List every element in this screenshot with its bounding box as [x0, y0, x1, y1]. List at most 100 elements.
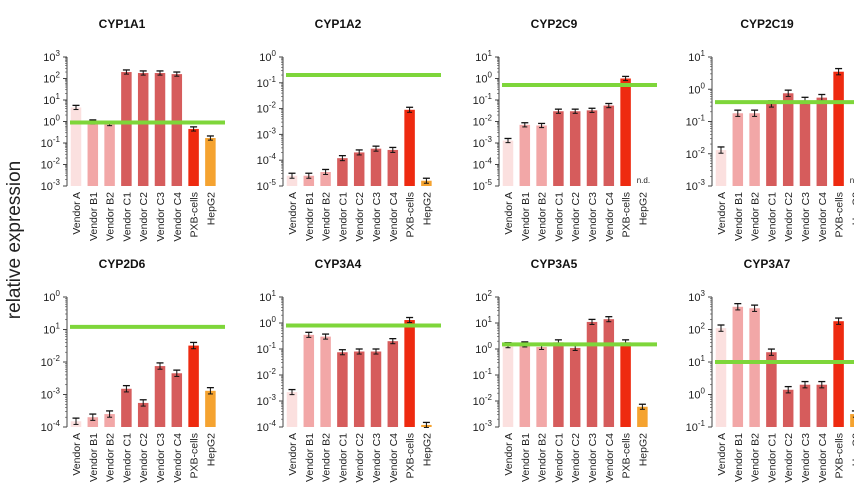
bar-vendor-b1 — [87, 121, 99, 186]
x-tick-label: Vendor A — [71, 433, 83, 476]
bar-vendor-a — [70, 107, 82, 186]
x-tick-label: Vendor C4 — [388, 433, 400, 483]
y-tick-label: 100 — [43, 114, 60, 129]
x-tick-label: Vendor B2 — [105, 433, 117, 482]
bar-vendor-c3 — [370, 148, 382, 186]
bar-pxb-cells — [188, 128, 199, 186]
y-tick-label: 100 — [475, 341, 492, 356]
y-tick-label: 100 — [688, 387, 705, 402]
bar-vendor-c4 — [816, 97, 828, 186]
y-tick-label: 10-4 — [41, 419, 61, 434]
x-tick-label: Vendor A — [287, 192, 299, 235]
y-tick-label: 10-4 — [473, 157, 493, 172]
bar-vendor-b1 — [519, 344, 531, 427]
y-tick-label: 10-1 — [473, 92, 493, 107]
bar-vendor-a — [715, 150, 727, 186]
bar-vendor-c1 — [766, 103, 777, 186]
x-tick-label: Vendor C2 — [783, 433, 795, 483]
x-tick-label: Vendor A — [503, 433, 515, 476]
y-tick-label: 10-2 — [473, 114, 493, 129]
x-tick-label: Vendor C1 — [121, 433, 133, 483]
y-tick-label: 10-2 — [41, 157, 61, 172]
y-tick-label: 10-2 — [257, 101, 277, 116]
bar-vendor-c2 — [137, 402, 149, 427]
x-tick-label: Vendor C2 — [570, 433, 582, 483]
bar-vendor-c2 — [569, 347, 581, 427]
bar-hepg2 — [205, 138, 216, 186]
bar-vendor-c2 — [353, 152, 365, 186]
y-tick-label: 10-3 — [473, 135, 493, 150]
x-tick-label: Vendor C3 — [800, 192, 812, 242]
bar-vendor-c1 — [553, 342, 564, 427]
chart-panel-cyp2c19: CYP2C19 10-3 10-2 10-1 100 101 Vendor A Vendor … — [686, 17, 854, 242]
x-tick-label: Vendor C4 — [817, 192, 829, 242]
bar-pxb-cells — [620, 78, 631, 186]
y-tick-label: 101 — [43, 92, 60, 107]
x-tick-label: Vendor B1 — [733, 192, 745, 241]
bar-vendor-b2 — [320, 171, 331, 186]
y-tick-label: 10-3 — [473, 419, 493, 434]
x-tick-label: Vendor B2 — [750, 433, 762, 482]
y-tick-label: 100 — [259, 49, 276, 64]
x-tick-label: PXB-cells — [621, 433, 633, 479]
bar-vendor-c3 — [154, 366, 166, 427]
x-tick-label: PXB-cells — [405, 192, 417, 238]
bar-pxb-cells — [620, 342, 631, 427]
bar-vendor-b1 — [519, 124, 531, 186]
x-tick-label: Vendor C1 — [337, 192, 349, 242]
bar-vendor-b2 — [104, 414, 115, 427]
chart-title: CYP3A7 — [744, 257, 791, 271]
bar-vendor-c3 — [586, 110, 598, 186]
x-tick-label: Vendor B2 — [750, 192, 762, 241]
bar-vendor-b1 — [303, 334, 315, 427]
x-tick-label: Vendor C3 — [587, 192, 599, 242]
bar-vendor-c4 — [387, 341, 399, 427]
bar-vendor-a — [715, 328, 727, 427]
bar-vendor-c1 — [766, 352, 777, 427]
x-tick-label: HepG2 — [637, 192, 649, 225]
x-tick-label: Vendor C4 — [388, 192, 400, 242]
y-tick-label: 10-2 — [257, 367, 277, 382]
x-tick-label: Vendor C2 — [354, 192, 366, 242]
bar-vendor-c1 — [121, 388, 132, 427]
x-tick-label: Vendor C4 — [817, 433, 829, 483]
x-tick-label: Vendor C1 — [553, 192, 565, 242]
x-tick-label: PXB-cells — [834, 192, 846, 238]
y-tick-label: 100 — [259, 315, 276, 330]
bar-pxb-cells — [404, 109, 415, 186]
y-tick-label: 10-1 — [686, 419, 706, 434]
y-tick-label: 103 — [688, 289, 705, 304]
bar-hepg2 — [637, 406, 648, 427]
bar-vendor-a — [286, 392, 298, 427]
y-tick-label: 101 — [688, 354, 705, 369]
x-tick-label: Vendor C3 — [800, 433, 812, 483]
x-tick-label: Vendor A — [71, 192, 83, 235]
x-tick-label: Vendor C3 — [371, 192, 383, 242]
x-tick-label: PXB-cells — [834, 433, 846, 479]
x-tick-label: PXB-cells — [189, 192, 201, 238]
y-tick-label: 10-1 — [257, 341, 277, 356]
y-tick-label: 10-1 — [473, 367, 493, 382]
y-tick-label: 10-3 — [686, 178, 706, 193]
bar-vendor-b1 — [303, 175, 315, 186]
bar-vendor-c1 — [553, 111, 564, 186]
x-tick-label: Vendor B2 — [321, 433, 333, 482]
y-tick-label: 10-1 — [41, 135, 61, 150]
x-tick-label: Vendor B1 — [304, 433, 316, 482]
y-tick-label: 103 — [43, 49, 60, 64]
bar-vendor-b1 — [87, 417, 99, 427]
bar-vendor-a — [502, 140, 514, 186]
bar-vendor-b1 — [732, 113, 744, 186]
bar-vendor-c4 — [387, 149, 399, 186]
x-tick-label: Vendor A — [716, 192, 728, 235]
bar-pxb-cells — [833, 71, 844, 186]
bar-vendor-c2 — [137, 73, 149, 186]
x-tick-label: Vendor B2 — [537, 433, 549, 482]
bar-vendor-b2 — [749, 113, 760, 186]
bar-vendor-c1 — [121, 72, 132, 186]
x-tick-label: Vendor B1 — [88, 433, 100, 482]
x-tick-label: Vendor A — [716, 433, 728, 476]
x-tick-label: Vendor B1 — [304, 192, 316, 241]
chart-panels: CYP1A1 10-3 10-2 10-1 100 101 102 103 Vendor A Ve… — [41, 17, 854, 483]
chart-panel-cyp1a1: CYP1A1 10-3 10-2 10-1 100 101 102 103 Vendor A Ve… — [41, 17, 225, 242]
